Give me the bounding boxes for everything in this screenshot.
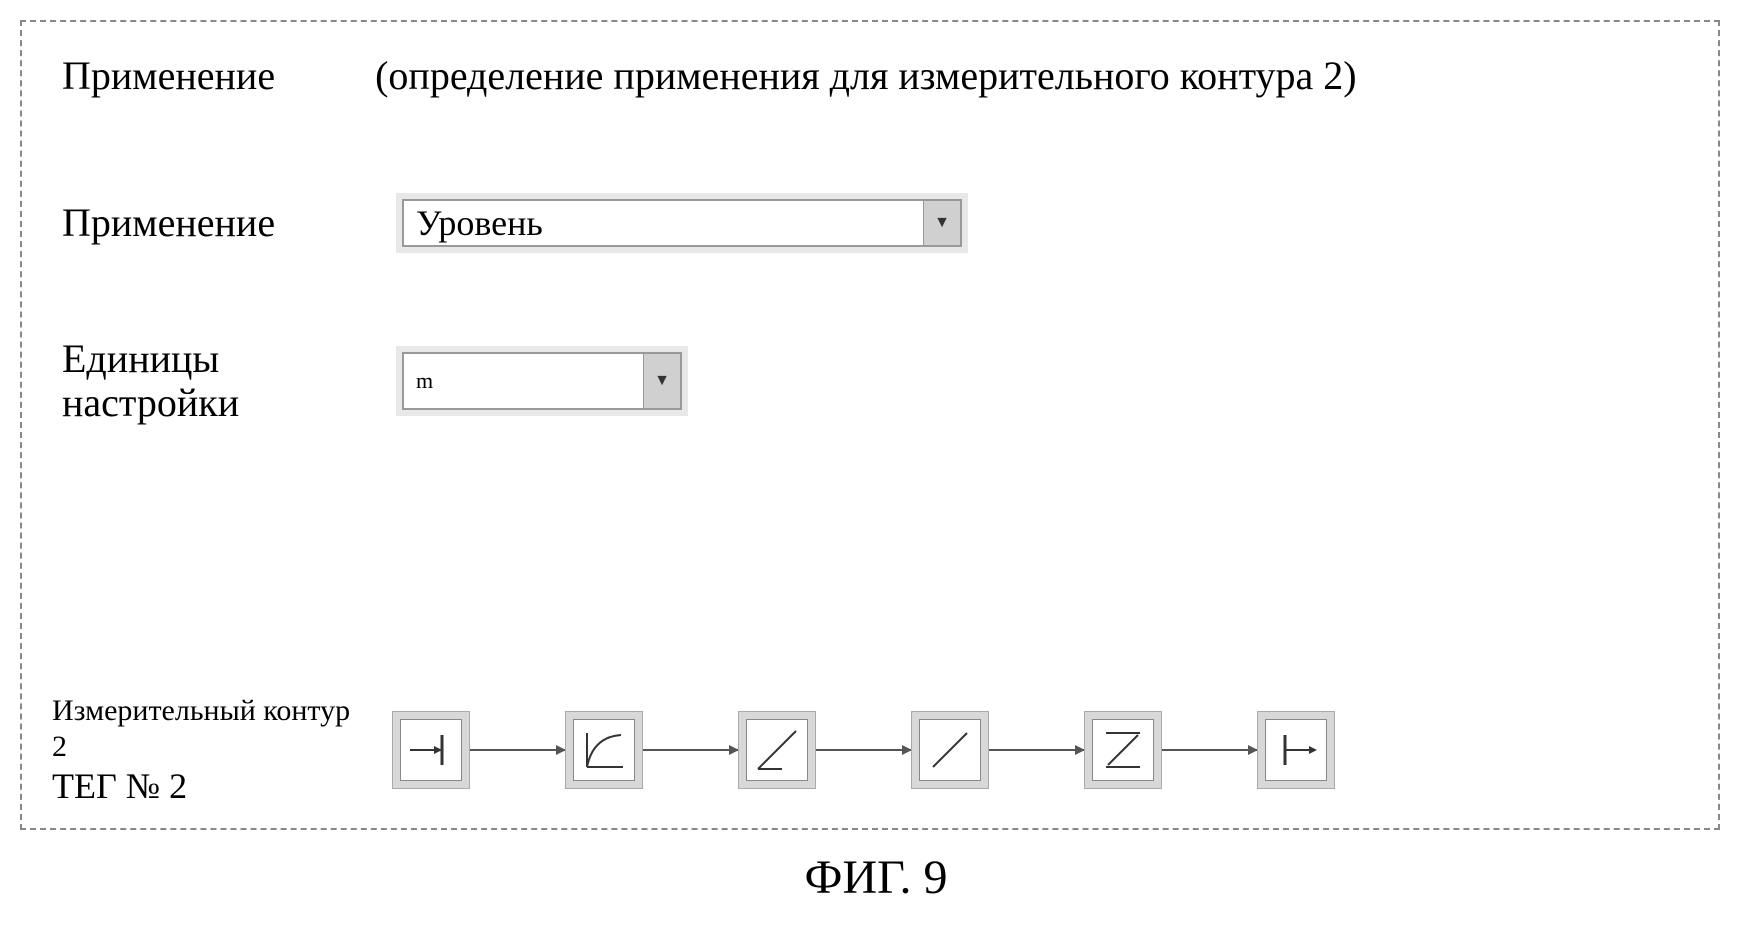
range-icon <box>1092 719 1154 781</box>
header-description: (определение применения для измерительно… <box>375 52 1357 99</box>
units-dropdown[interactable]: m ▼ <box>402 352 682 410</box>
header-label: Применение <box>62 52 275 99</box>
flow-chain <box>392 711 1335 789</box>
flow-connector <box>989 749 1084 751</box>
config-panel: Применение (определение применения для и… <box>20 20 1720 830</box>
application-row: Применение Уровень ▼ <box>62 199 1678 247</box>
flow-label: Измерительный контур 2 ТЕГ № 2 <box>52 693 362 808</box>
header-row: Применение (определение применения для и… <box>62 52 1678 99</box>
flow-connector <box>643 749 738 751</box>
application-dropdown[interactable]: Уровень ▼ <box>402 199 962 247</box>
units-row: Единицы настройки m ▼ <box>62 337 1678 425</box>
flow-connector <box>816 749 911 751</box>
flow-connector <box>1162 749 1257 751</box>
figure-caption: ФИГ. 9 <box>20 850 1732 905</box>
flow-block-range[interactable] <box>1084 711 1162 789</box>
sensor-input-icon <box>400 719 462 781</box>
flow-label-line1: Измерительный контур 2 <box>52 693 362 765</box>
linear-icon <box>919 719 981 781</box>
flow-connector <box>470 749 565 751</box>
units-label: Единицы настройки <box>62 337 342 425</box>
units-value: m <box>404 354 644 408</box>
flow-block-sensor[interactable] <box>392 711 470 789</box>
chevron-down-icon: ▼ <box>924 201 960 245</box>
linear-break-icon <box>746 719 808 781</box>
flow-block-linear[interactable] <box>911 711 989 789</box>
flow-block-curve[interactable] <box>565 711 643 789</box>
curve-icon <box>573 719 635 781</box>
application-label: Применение <box>62 201 342 245</box>
flow-block-linear-break[interactable] <box>738 711 816 789</box>
application-value: Уровень <box>404 201 924 245</box>
flow-row: Измерительный контур 2 ТЕГ № 2 <box>52 693 1688 808</box>
output-icon <box>1265 719 1327 781</box>
flow-block-output[interactable] <box>1257 711 1335 789</box>
flow-label-line2: ТЕГ № 2 <box>52 765 362 808</box>
chevron-down-icon: ▼ <box>644 354 680 408</box>
